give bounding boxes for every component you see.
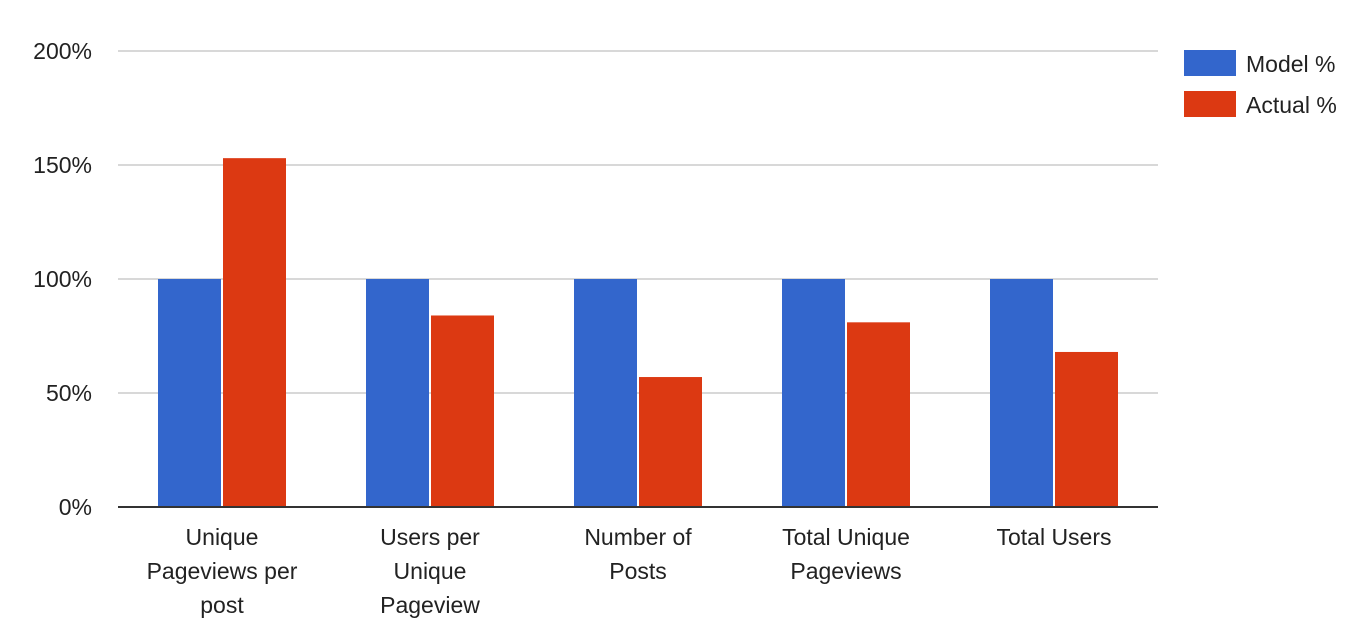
x-tick-label: Pageview bbox=[380, 592, 480, 618]
x-tick-label: Unique bbox=[394, 558, 467, 584]
legend-swatch bbox=[1184, 50, 1236, 76]
bar bbox=[574, 279, 637, 507]
y-tick-label: 0% bbox=[59, 494, 92, 520]
y-tick-label: 50% bbox=[46, 380, 92, 406]
x-tick-label: Number of bbox=[584, 524, 692, 550]
bar bbox=[158, 279, 221, 507]
y-tick-label: 100% bbox=[33, 266, 92, 292]
bar bbox=[639, 377, 702, 507]
bar bbox=[1055, 351, 1118, 507]
x-tick-label: Total Unique bbox=[782, 524, 910, 550]
bar bbox=[431, 315, 494, 507]
legend-label: Model % bbox=[1246, 51, 1335, 77]
bar bbox=[847, 322, 910, 507]
y-tick-label: 200% bbox=[33, 38, 92, 64]
bar bbox=[223, 158, 286, 507]
bar bbox=[366, 279, 429, 507]
x-tick-label: Pageviews per bbox=[147, 558, 298, 584]
x-tick-label: post bbox=[200, 592, 244, 618]
x-tick-label: Users per bbox=[380, 524, 480, 550]
legend: Model % Actual % bbox=[1184, 50, 1337, 118]
y-tick-label: 150% bbox=[33, 152, 92, 178]
bar bbox=[990, 279, 1053, 507]
bar bbox=[782, 279, 845, 507]
gridlines bbox=[118, 50, 1158, 394]
x-tick-label: Unique bbox=[186, 524, 259, 550]
legend-label: Actual % bbox=[1246, 92, 1337, 118]
legend-swatch bbox=[1184, 91, 1236, 117]
y-axis-ticks: 0% 50% 100% 150% 200% bbox=[33, 38, 92, 520]
x-tick-label: Pageviews bbox=[790, 558, 901, 584]
x-tick-label: Total Users bbox=[996, 524, 1111, 550]
bars bbox=[158, 158, 1118, 507]
x-axis-labels: Unique Pageviews per post Users per Unique Pa… bbox=[147, 524, 1112, 618]
x-tick-label: Posts bbox=[609, 558, 667, 584]
